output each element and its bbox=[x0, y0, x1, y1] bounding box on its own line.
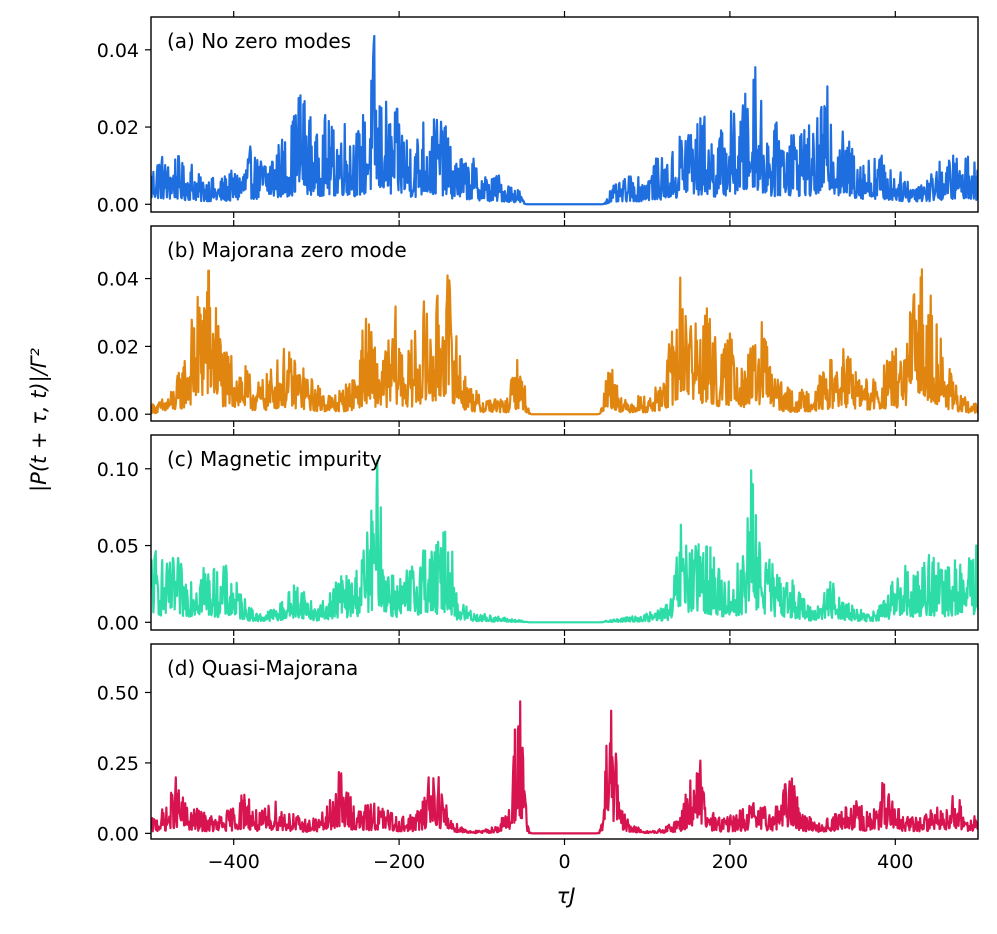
x-tick-label: 200 bbox=[712, 851, 748, 873]
data-series-trace bbox=[151, 459, 978, 624]
data-series-trace bbox=[151, 34, 978, 206]
y-tick-label: 0.00 bbox=[97, 404, 139, 426]
y-tick-label: 0.00 bbox=[97, 194, 139, 216]
y-tick-label: 0.00 bbox=[97, 612, 139, 634]
y-tick-label: 0.10 bbox=[97, 459, 139, 481]
data-series-trace bbox=[151, 700, 978, 835]
x-axis-label: τJ bbox=[557, 884, 576, 908]
y-axis-label: |P(t + τ, t)|/Γ² bbox=[27, 348, 52, 492]
panel-title: (a) No zero modes bbox=[167, 29, 351, 53]
y-tick-label: 0.02 bbox=[97, 336, 139, 358]
x-tick-label: 400 bbox=[877, 851, 913, 873]
y-tick-label: 0.50 bbox=[97, 682, 139, 704]
x-tick-label: −200 bbox=[373, 851, 425, 873]
y-tick-label: 0.04 bbox=[97, 269, 139, 291]
panel-title: (d) Quasi-Majorana bbox=[167, 656, 358, 680]
panel-title: (b) Majorana zero mode bbox=[167, 238, 407, 262]
y-tick-label: 0.02 bbox=[97, 117, 139, 139]
panel-b: 0.00 0.02 0.04 (b) Majorana zero mode bbox=[97, 220, 979, 427]
panel-c: 0.00 0.05 0.10 (c) Magnetic impurity bbox=[97, 429, 979, 636]
y-tick-label: 0.04 bbox=[97, 40, 139, 62]
y-tick-label: 0.25 bbox=[97, 753, 139, 775]
panels: 0.000.020.04 (a) No zero modes0.000.020.0… bbox=[97, 11, 979, 873]
x-tick-label: −400 bbox=[208, 851, 260, 873]
x-tick-label: 0 bbox=[558, 851, 570, 873]
data-series-trace bbox=[151, 268, 978, 416]
y-tick-label: 0.05 bbox=[97, 536, 139, 558]
panel-d: −400 −200 0 200 400 0.00 0.25 0.50 (d) Quasi-Maj… bbox=[97, 638, 979, 873]
y-tick-label: 0.00 bbox=[97, 823, 139, 845]
panel-a: 0.00 0.02 0.04 (a) No zero modes bbox=[97, 11, 979, 218]
panel-title: (c) Magnetic impurity bbox=[167, 447, 382, 471]
